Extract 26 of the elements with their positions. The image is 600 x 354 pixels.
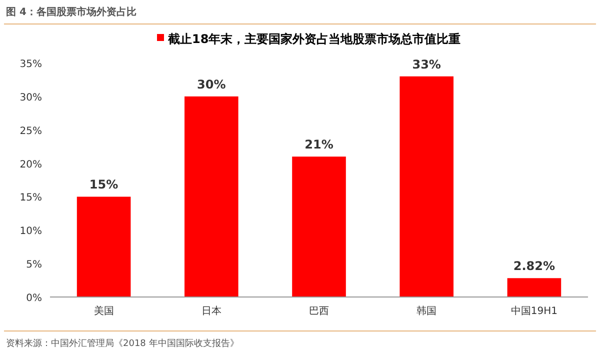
x-tick-label: 韩国: [416, 305, 437, 317]
x-tick-label: 巴西: [309, 306, 329, 317]
data-label: 15%: [89, 178, 118, 192]
y-tick-label: 35%: [20, 59, 42, 70]
y-tick-label: 15%: [20, 192, 42, 204]
data-label: 2.82%: [513, 259, 556, 274]
bar: [292, 156, 346, 297]
y-tick-label: 0%: [26, 293, 42, 304]
text: 资料来源：中国外汇管理局《2018 年中国国际收支报告》: [6, 338, 239, 349]
bar: [400, 76, 454, 297]
x-tick-label: 美国: [94, 305, 114, 317]
y-tick-label: 10%: [20, 226, 42, 238]
bar: [507, 278, 562, 297]
chart-title: 图 4：各国股票市场外资占比: [6, 6, 136, 18]
y-tick-label: 5%: [26, 260, 42, 271]
data-label: 30%: [197, 77, 226, 92]
bar: [76, 196, 131, 297]
y-tick-label: 20%: [20, 159, 42, 170]
x-tick-label: 中国19H1: [510, 305, 558, 317]
y-tick-label: 25%: [20, 126, 42, 137]
bar: [184, 96, 238, 297]
data-label: 21%: [304, 138, 334, 152]
y-tick-label: 30%: [20, 92, 42, 104]
x-tick-label: 日本: [201, 305, 222, 317]
data-label: 33%: [412, 57, 441, 72]
legend-label: 截止18年末，主要国家外资占当地股票市场总市值比重: [167, 32, 461, 46]
